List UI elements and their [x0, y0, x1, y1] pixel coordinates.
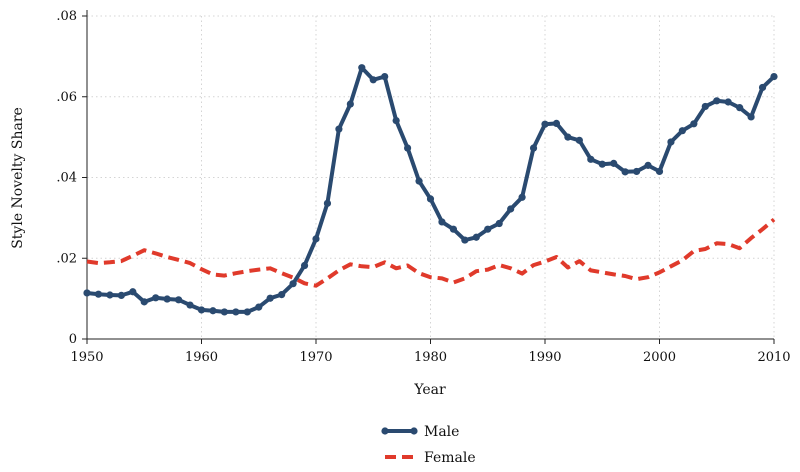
male-data-point — [404, 144, 412, 152]
male-data-point — [449, 225, 457, 233]
male-data-point — [117, 291, 125, 299]
male-data-point — [346, 100, 354, 108]
male-data-point — [507, 205, 515, 213]
male-data-point — [438, 218, 446, 226]
x-tick-label: 2010 — [757, 350, 790, 365]
male-data-point — [94, 290, 103, 298]
male-data-point — [644, 161, 652, 169]
male-data-point — [552, 119, 561, 127]
x-tick-label: 2000 — [643, 350, 676, 365]
male-data-point — [106, 291, 114, 299]
male-data-point — [209, 307, 217, 315]
legend-female-label: Female — [424, 450, 476, 466]
male-data-point — [461, 236, 469, 244]
male-data-point — [232, 308, 240, 316]
male-data-point — [175, 296, 183, 304]
legend-male-marker — [381, 427, 389, 435]
male-data-point — [484, 225, 492, 233]
male-data-point — [426, 195, 435, 203]
male-data-point — [312, 235, 320, 243]
y-tick-label: .06 — [56, 90, 77, 105]
male-data-point — [83, 289, 91, 297]
male-data-point — [255, 303, 263, 311]
male-data-point — [587, 155, 595, 163]
legend: Male Female — [381, 424, 476, 466]
y-tick-label: 0 — [69, 332, 77, 347]
male-data-point — [163, 295, 171, 303]
series-layer — [83, 64, 778, 316]
male-data-point — [129, 288, 137, 296]
male-data-point — [289, 280, 297, 288]
male-data-point — [758, 83, 767, 92]
male-data-point — [415, 177, 423, 185]
male-data-point — [655, 167, 664, 176]
x-tick-label: 1970 — [299, 350, 332, 365]
x-tick-label: 1980 — [414, 350, 447, 365]
male-data-point — [266, 294, 274, 302]
male-data-point — [369, 76, 377, 84]
male-data-point — [472, 233, 480, 241]
x-tick-label: 1950 — [70, 350, 103, 365]
male-data-point — [770, 72, 778, 81]
female-series-line — [86, 217, 776, 288]
male-data-point — [690, 120, 698, 128]
male-data-point — [358, 64, 366, 72]
x-axis-title: Year — [413, 382, 446, 398]
y-tick-label: .04 — [56, 171, 77, 186]
male-data-point — [243, 308, 251, 316]
legend-male-marker — [410, 427, 418, 435]
x-tick-label: 1960 — [185, 350, 218, 365]
male-data-point — [736, 104, 744, 112]
male-data-point — [152, 294, 160, 302]
grid — [87, 15, 775, 339]
x-tick-label: 1990 — [528, 350, 561, 365]
male-data-point — [713, 97, 721, 105]
male-data-point — [495, 219, 503, 228]
male-data-point — [381, 72, 389, 81]
male-data-point — [575, 136, 583, 144]
legend-male-label: Male — [424, 424, 459, 440]
male-data-point — [186, 301, 194, 309]
male-data-point — [610, 159, 618, 167]
male-data-point — [667, 138, 675, 146]
male-data-point — [633, 167, 641, 176]
male-data-point — [724, 98, 732, 106]
male-data-point — [278, 290, 286, 299]
male-data-point — [300, 261, 309, 270]
male-data-point — [564, 133, 572, 141]
axes: 0 .02 .04 .06 .08 1950 1960 1970 1980 1990 2000 201… — [56, 9, 790, 365]
male-data-point — [529, 144, 538, 152]
male-data-point — [323, 199, 332, 207]
male-data-point — [392, 116, 400, 125]
y-axis-title: Style Novelty Share — [10, 107, 26, 249]
male-data-point — [621, 168, 629, 176]
male-data-point — [541, 120, 549, 128]
male-data-point — [678, 127, 687, 135]
y-tick-label: .08 — [56, 9, 77, 24]
male-data-point — [518, 193, 526, 201]
male-data-point — [140, 298, 148, 306]
male-data-point — [197, 306, 206, 314]
male-data-point — [335, 125, 343, 133]
male-data-point — [747, 113, 755, 121]
y-tick-label: .02 — [56, 251, 77, 266]
male-data-point — [598, 160, 606, 168]
male-data-point — [220, 308, 228, 316]
male-data-point — [701, 102, 709, 111]
